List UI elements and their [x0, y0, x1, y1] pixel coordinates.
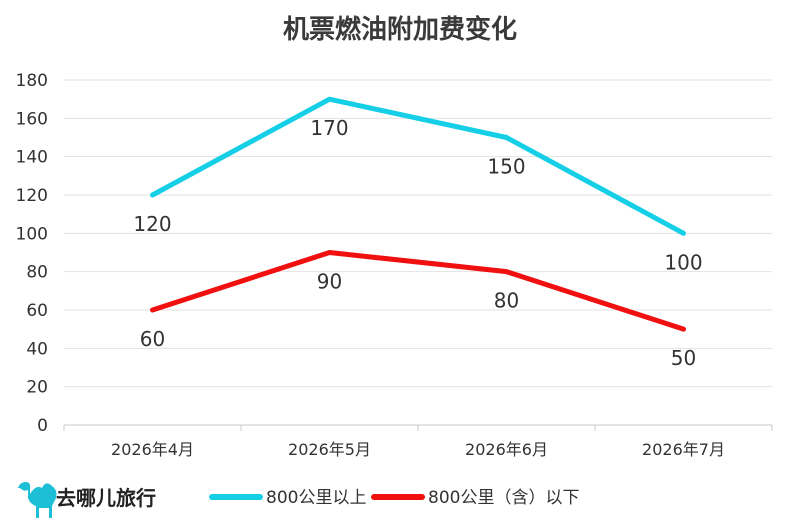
data-label: 100 [664, 250, 702, 274]
legend-label-over-800km: 800公里以上 [266, 488, 366, 508]
y-tick-label: 20 [26, 378, 48, 398]
y-tick-label: 0 [37, 416, 48, 436]
brand-name: 去哪儿旅行 [56, 486, 156, 510]
axes [63, 424, 773, 431]
series-line-0 [150, 96, 686, 236]
x-tick-label: 2026年6月 [465, 440, 548, 459]
chart-title: 机票燃油附加费变化 [283, 14, 517, 45]
y-tick-label: 160 [16, 109, 48, 129]
y-tick-label: 80 [26, 263, 48, 283]
data-label: 60 [140, 327, 165, 351]
data-label: 170 [310, 116, 348, 140]
y-tick-label: 100 [16, 224, 48, 244]
y-tick-labels: 0 20 40 60 80 100 120 140 160 180 [16, 71, 48, 436]
legend: 800公里以上 800公里（含）以下 [209, 488, 579, 508]
data-labels: 120 170 150 100 60 90 80 50 [133, 116, 702, 370]
y-tick-label: 40 [26, 339, 48, 359]
data-label: 150 [487, 155, 525, 179]
y-tick-label: 180 [16, 71, 48, 91]
y-tick-label: 140 [16, 148, 48, 168]
x-tick-labels: 2026年4月 2026年5月 2026年6月 2026年7月 [111, 440, 725, 459]
x-tick-label: 2026年5月 [288, 440, 371, 459]
brand-logo: 去哪儿旅行 [18, 482, 156, 518]
legend-label-800km-and-below: 800公里（含）以下 [428, 488, 579, 508]
data-label: 90 [317, 270, 342, 294]
y-tick-label: 60 [26, 301, 48, 321]
data-label: 120 [133, 212, 171, 236]
x-tick-label: 2026年4月 [111, 440, 194, 459]
series-line-1 [150, 250, 686, 332]
gridlines [64, 79, 772, 388]
data-label: 50 [671, 346, 696, 370]
camel-icon [18, 482, 57, 518]
y-tick-label: 120 [16, 186, 48, 206]
series-lines [150, 96, 686, 332]
x-tick-label: 2026年7月 [642, 440, 725, 459]
data-label: 80 [494, 289, 519, 313]
